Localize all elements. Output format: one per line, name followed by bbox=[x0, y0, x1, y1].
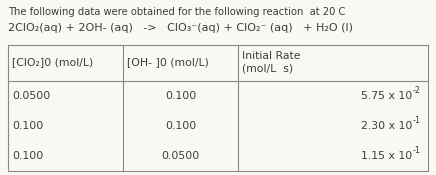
Text: 0.0500: 0.0500 bbox=[12, 91, 50, 101]
Text: 1.15 x 10: 1.15 x 10 bbox=[361, 151, 412, 161]
Text: 0.100: 0.100 bbox=[12, 121, 43, 131]
Text: 2ClO₂(aq) + 2OH- (aq)   ->   ClO₃⁻(aq) + ClO₂⁻ (aq)   + H₂O (l): 2ClO₂(aq) + 2OH- (aq) -> ClO₃⁻(aq) + ClO… bbox=[8, 23, 353, 33]
Text: 5.75 x 10: 5.75 x 10 bbox=[361, 91, 412, 101]
Text: 0.100: 0.100 bbox=[165, 91, 196, 101]
Text: 0.100: 0.100 bbox=[165, 121, 196, 131]
Text: 0.100: 0.100 bbox=[12, 151, 43, 161]
Text: -2: -2 bbox=[412, 86, 420, 95]
Text: [ClO₂]0 (mol/L): [ClO₂]0 (mol/L) bbox=[12, 57, 93, 67]
Text: The following data were obtained for the following reaction  at 20 C: The following data were obtained for the… bbox=[8, 7, 345, 17]
Text: -1: -1 bbox=[412, 116, 421, 125]
Text: Initial Rate
(mol/L  s): Initial Rate (mol/L s) bbox=[242, 51, 300, 73]
Text: [OH- ]0 (mol/L): [OH- ]0 (mol/L) bbox=[127, 57, 209, 67]
Text: 0.0500: 0.0500 bbox=[161, 151, 200, 161]
Text: 2.30 x 10: 2.30 x 10 bbox=[361, 121, 412, 131]
Text: -1: -1 bbox=[412, 146, 421, 155]
